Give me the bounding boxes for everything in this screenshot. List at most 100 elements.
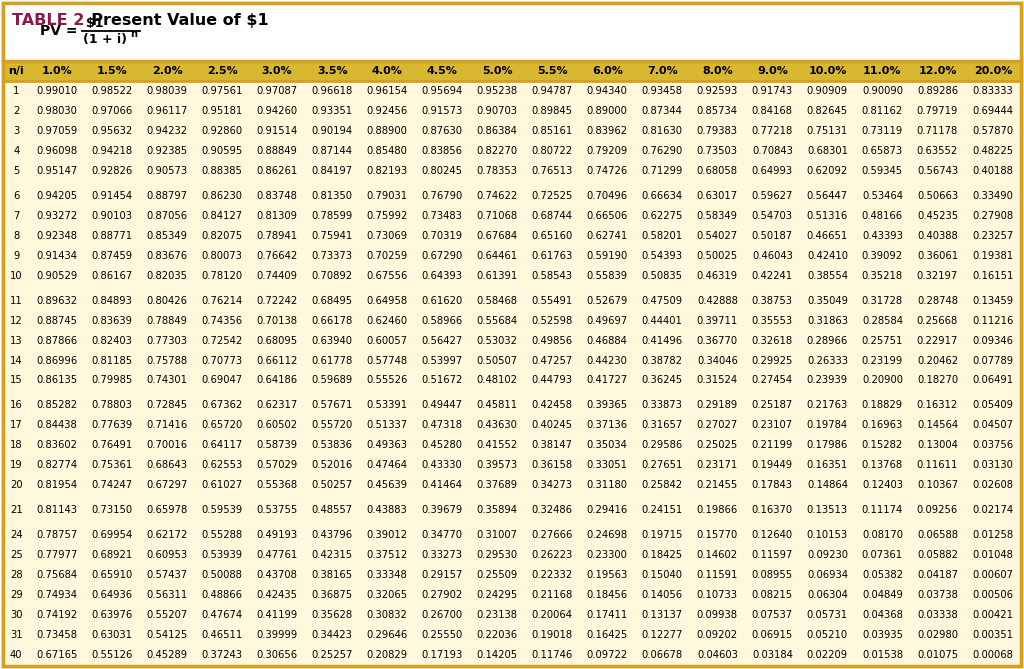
Text: 5.5%: 5.5% [537, 66, 567, 76]
Text: 0.47318: 0.47318 [422, 420, 463, 430]
Text: 0.03338: 0.03338 [918, 610, 957, 620]
Text: 0.35034: 0.35034 [587, 440, 628, 450]
Text: 0.83676: 0.83676 [146, 251, 187, 261]
Text: 0.78120: 0.78120 [202, 271, 243, 281]
Text: 0.66634: 0.66634 [642, 191, 683, 201]
Text: 0.18270: 0.18270 [916, 375, 958, 385]
Text: 0.46319: 0.46319 [696, 271, 738, 281]
Text: 0.61620: 0.61620 [422, 296, 463, 306]
Text: 0.85734: 0.85734 [697, 106, 738, 116]
Text: 0.26700: 0.26700 [422, 610, 463, 620]
Text: 0.14205: 0.14205 [476, 650, 518, 660]
Text: 0.94340: 0.94340 [587, 86, 628, 96]
Text: 0.63976: 0.63976 [91, 610, 133, 620]
Text: 8: 8 [13, 231, 19, 241]
Text: 0.91454: 0.91454 [91, 191, 132, 201]
Text: 0.65720: 0.65720 [202, 420, 243, 430]
Text: 0.81350: 0.81350 [311, 191, 352, 201]
Text: 0.56743: 0.56743 [916, 166, 958, 176]
Text: 0.62092: 0.62092 [807, 166, 848, 176]
Text: TABLE 2: TABLE 2 [12, 13, 84, 28]
Text: 0.23939: 0.23939 [807, 375, 848, 385]
Text: 0.53032: 0.53032 [477, 336, 518, 346]
Bar [3, 3, 1021, 61]
Text: 0.11591: 0.11591 [696, 570, 738, 580]
Text: 0.55368: 0.55368 [257, 480, 298, 490]
Text: 0.58739: 0.58739 [257, 440, 298, 450]
Text: 0.62275: 0.62275 [642, 211, 683, 221]
Text: 0.42410: 0.42410 [807, 251, 848, 261]
Text: 0.62317: 0.62317 [256, 401, 298, 411]
Text: 0.94205: 0.94205 [37, 191, 78, 201]
Text: 0.89845: 0.89845 [531, 106, 572, 116]
Text: 0.06934: 0.06934 [807, 570, 848, 580]
Text: 0.79985: 0.79985 [91, 375, 133, 385]
Bar [3, 141, 1021, 161]
Text: 0.55839: 0.55839 [587, 271, 628, 281]
Bar [3, 625, 1021, 645]
Text: 0.79031: 0.79031 [367, 191, 408, 201]
Text: 0.23171: 0.23171 [696, 460, 738, 470]
Text: 0.85480: 0.85480 [367, 146, 408, 156]
Text: 0.21763: 0.21763 [807, 401, 848, 411]
Text: 0.55491: 0.55491 [531, 296, 572, 306]
Text: 0.38554: 0.38554 [807, 271, 848, 281]
Text: 0.01048: 0.01048 [973, 550, 1014, 560]
Text: 0.81954: 0.81954 [37, 480, 78, 490]
Text: 0.72542: 0.72542 [202, 336, 243, 346]
Text: 0.86230: 0.86230 [202, 191, 243, 201]
Text: 0.91743: 0.91743 [752, 86, 793, 96]
Text: 0.09346: 0.09346 [973, 336, 1014, 346]
Text: 0.48225: 0.48225 [973, 146, 1014, 156]
Text: 0.71178: 0.71178 [916, 126, 958, 136]
Text: 0.55684: 0.55684 [476, 316, 518, 326]
Text: 0.01258: 0.01258 [973, 531, 1014, 541]
Text: $1: $1 [86, 17, 103, 29]
Text: 6.0%: 6.0% [592, 66, 623, 76]
Text: 0.67684: 0.67684 [476, 231, 518, 241]
Text: 0.32618: 0.32618 [752, 336, 793, 346]
Text: 0.38165: 0.38165 [311, 570, 352, 580]
Text: 0.65873: 0.65873 [862, 146, 903, 156]
Text: 0.04368: 0.04368 [862, 610, 903, 620]
Text: 0.46511: 0.46511 [202, 630, 243, 640]
Text: 0.56447: 0.56447 [807, 191, 848, 201]
Text: 0.92348: 0.92348 [37, 231, 78, 241]
Text: 0.78803: 0.78803 [91, 401, 132, 411]
Text: 0.17411: 0.17411 [587, 610, 628, 620]
Text: 0.94260: 0.94260 [257, 106, 298, 116]
Text: 0.03738: 0.03738 [918, 590, 957, 600]
Text: 0.91434: 0.91434 [37, 251, 78, 261]
Text: 0.81185: 0.81185 [91, 355, 132, 365]
Text: 0.11746: 0.11746 [531, 650, 572, 660]
Text: 0.16425: 0.16425 [587, 630, 628, 640]
Text: 0.41199: 0.41199 [256, 610, 298, 620]
Text: 0.81143: 0.81143 [37, 505, 78, 515]
Text: 0.43393: 0.43393 [862, 231, 903, 241]
Text: 0.88771: 0.88771 [91, 231, 132, 241]
Text: 0.21199: 0.21199 [752, 440, 793, 450]
Bar [3, 585, 1021, 605]
Text: 0.43883: 0.43883 [367, 505, 408, 515]
Text: 0.73069: 0.73069 [367, 231, 408, 241]
Text: 0.63017: 0.63017 [696, 191, 738, 201]
Text: 0.11611: 0.11611 [916, 460, 958, 470]
Text: 0.01538: 0.01538 [862, 650, 903, 660]
Text: 11.0%: 11.0% [863, 66, 902, 76]
Text: 0.83602: 0.83602 [37, 440, 78, 450]
Text: 3.5%: 3.5% [316, 66, 347, 76]
Text: 0.64186: 0.64186 [257, 375, 298, 385]
Text: 0.72242: 0.72242 [256, 296, 298, 306]
Text: 0.32486: 0.32486 [531, 505, 572, 515]
Text: 0.46884: 0.46884 [587, 336, 628, 346]
Text: 0.25668: 0.25668 [916, 316, 958, 326]
Bar [3, 181, 1021, 186]
Text: 0.70496: 0.70496 [587, 191, 628, 201]
Text: 0.19018: 0.19018 [531, 630, 572, 640]
Text: 0.21168: 0.21168 [531, 590, 572, 600]
Text: 0.71416: 0.71416 [146, 420, 187, 430]
Text: 4.5%: 4.5% [427, 66, 458, 76]
Text: 0.42435: 0.42435 [257, 590, 298, 600]
Text: 2.5%: 2.5% [207, 66, 238, 76]
Text: 0.44793: 0.44793 [531, 375, 572, 385]
